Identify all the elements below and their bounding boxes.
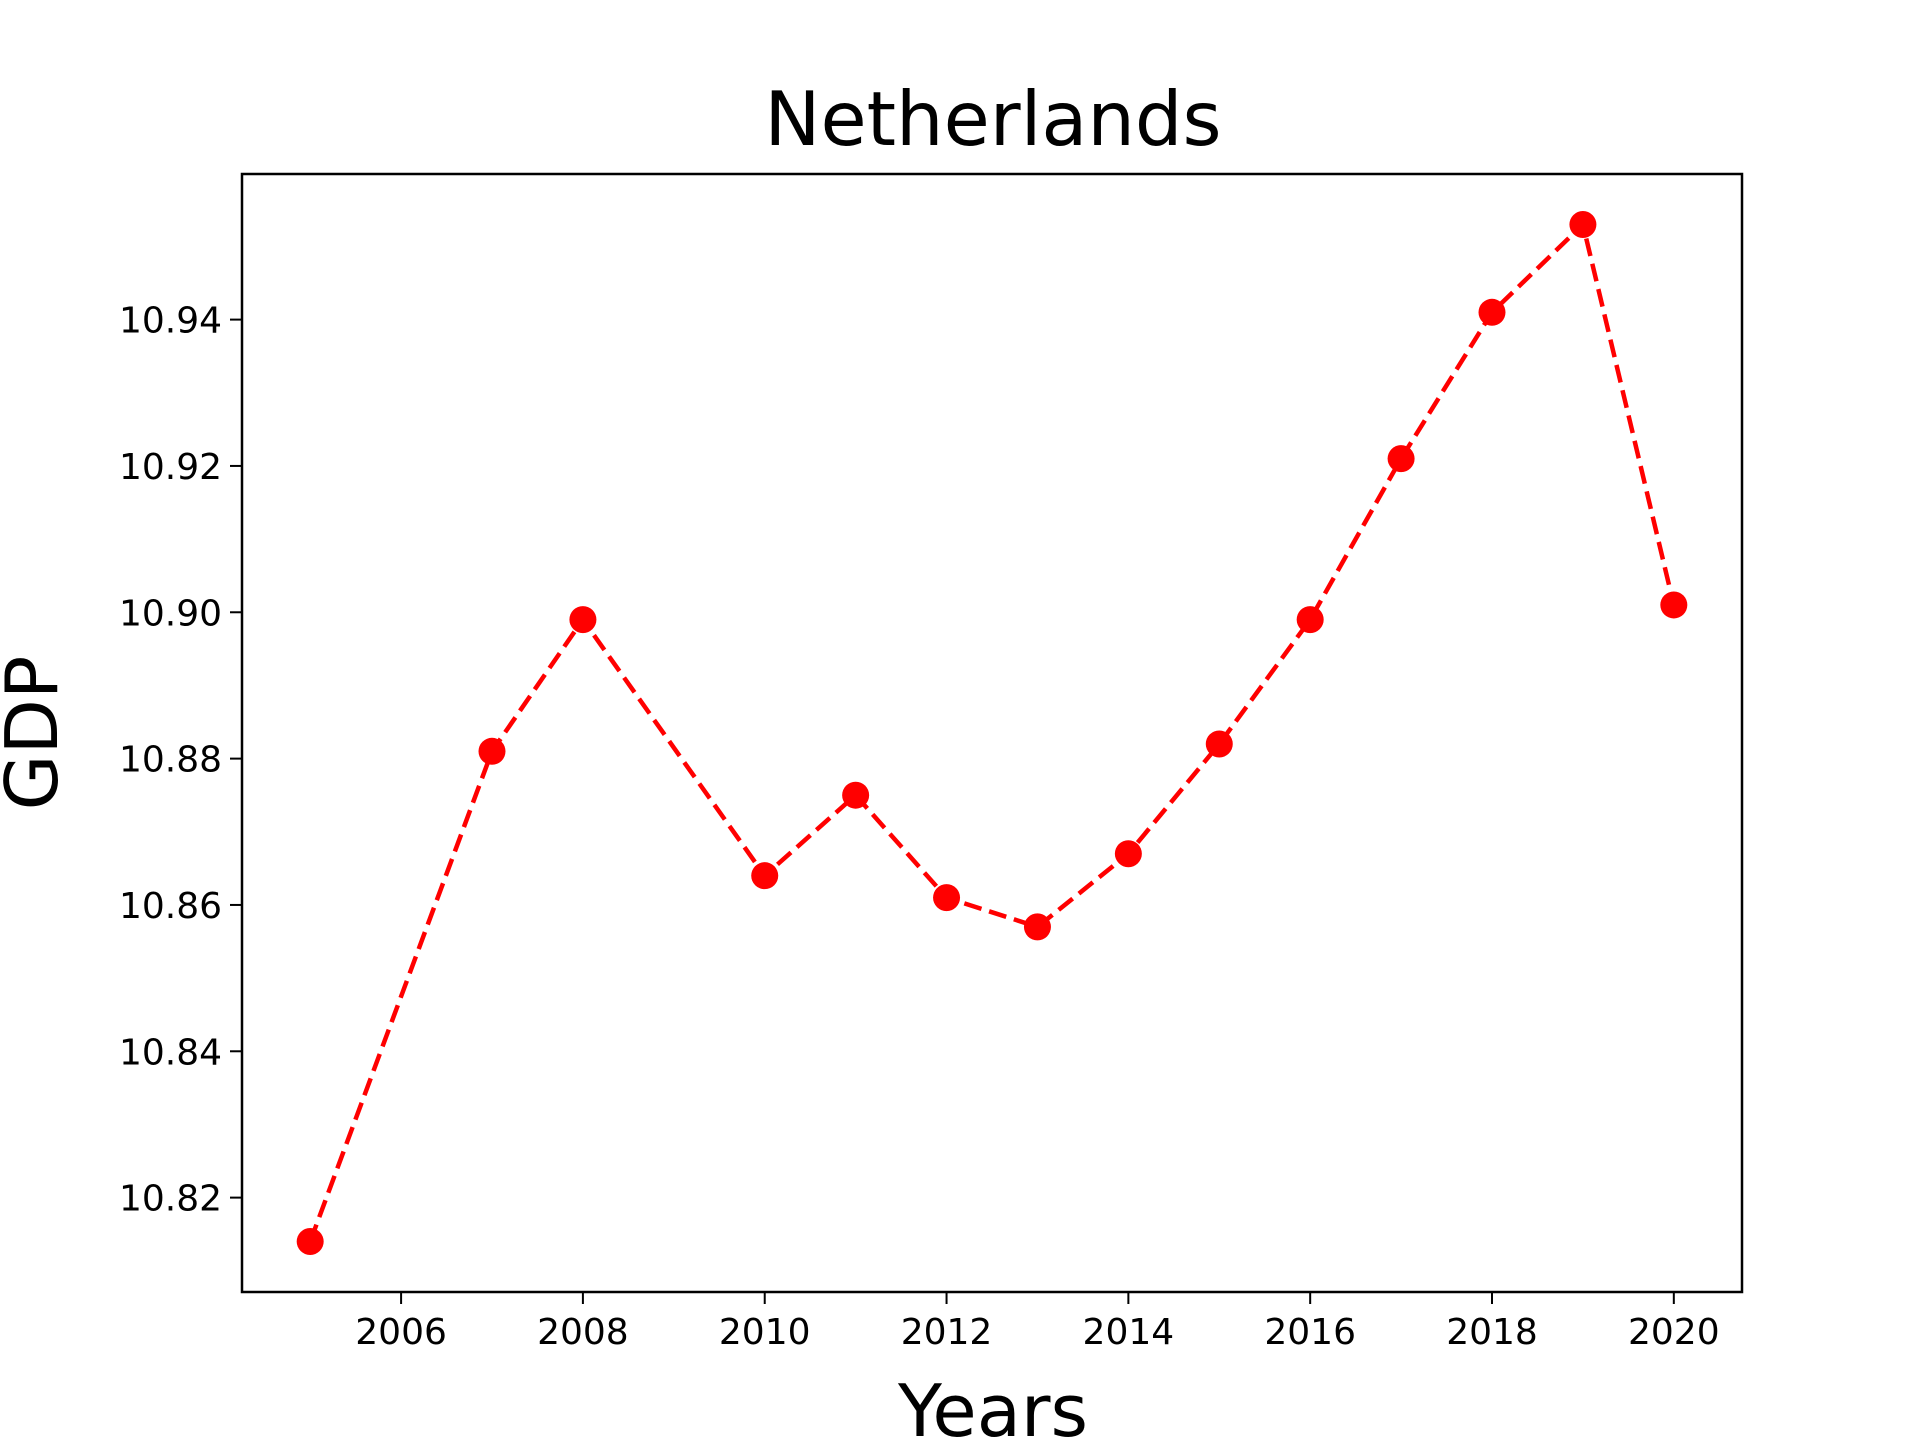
y-tick-label: 10.86: [119, 886, 222, 927]
data-point: [1387, 445, 1415, 473]
y-axis-ticks: 10.82 10.84 10.86 10.88 10.90 10.92 10.94: [119, 301, 242, 1220]
y-tick-label: 10.94: [119, 301, 222, 342]
x-tick-label: 2008: [537, 1312, 629, 1353]
y-tick-label: 10.82: [119, 1179, 222, 1220]
series-line: [308, 222, 1676, 1243]
x-tick-label: 2018: [1446, 1312, 1538, 1353]
y-tick-label: 10.90: [119, 593, 222, 634]
y-tick-label: 10.92: [119, 447, 222, 488]
y-tick-label: 10.88: [119, 740, 222, 781]
y-axis-label: GDP: [0, 656, 74, 811]
data-point: [933, 884, 961, 912]
data-point: [1296, 606, 1324, 634]
x-tick-label: 2020: [1628, 1312, 1720, 1353]
data-point: [478, 737, 506, 765]
x-axis-label: Years: [897, 1369, 1088, 1440]
x-axis-ticks: 2006 2008 2010 2012 2014 2016 2018 2020: [355, 1292, 1720, 1353]
plot-frame: [240, 172, 1744, 1294]
data-point: [1478, 298, 1506, 326]
data-point: [1569, 210, 1597, 238]
x-tick-label: 2014: [1083, 1312, 1175, 1353]
chart-title: Netherlands: [764, 75, 1221, 163]
data-point: [569, 606, 597, 634]
x-tick-label: 2016: [1264, 1312, 1356, 1353]
data-point: [1114, 840, 1142, 868]
y-tick-label: 10.84: [119, 1032, 222, 1073]
x-tick-label: 2006: [355, 1312, 447, 1353]
data-point: [751, 862, 779, 890]
data-point: [1205, 730, 1233, 758]
x-tick-label: 2010: [719, 1312, 811, 1353]
data-point: [1023, 913, 1051, 941]
plot-marks: [296, 210, 1688, 1256]
data-point: [1660, 591, 1688, 619]
data-point: [296, 1228, 324, 1256]
x-tick-label: 2012: [901, 1312, 993, 1353]
data-point: [842, 781, 870, 809]
